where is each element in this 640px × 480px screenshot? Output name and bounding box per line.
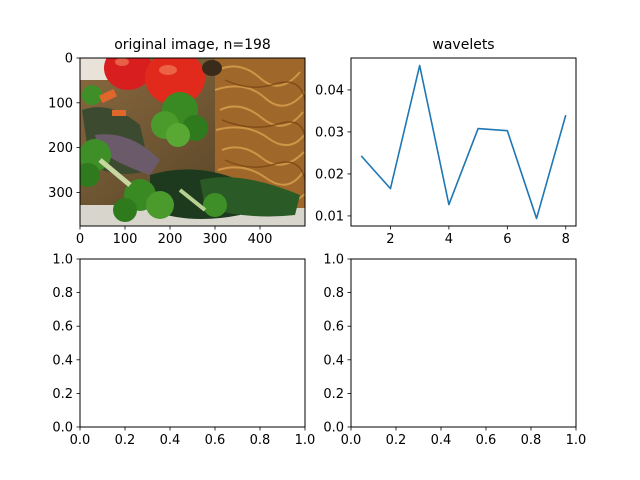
- y-tick-label: 0.03: [315, 125, 344, 140]
- x-tick-label: 0.2: [386, 433, 407, 448]
- y-tick-label: 1.0: [52, 253, 73, 268]
- y-tick-label: 0.8: [52, 286, 73, 301]
- y-tick-label: 200: [48, 141, 73, 156]
- image-panel-title: original image, n=198: [114, 37, 271, 53]
- x-tick-label: 1.0: [295, 433, 316, 448]
- empty-panel-bottom-left-ticks: 0.0 0.2 0.4 0.6 0.8 1.00.00.20.40.60.81.0: [52, 253, 315, 449]
- empty-panel-bottom-right: 0.0 0.2 0.4 0.6 0.8 1.00.00.20.40.60.81.0: [323, 253, 586, 449]
- x-tick-label: 4: [445, 232, 453, 247]
- y-tick-label: 0: [65, 52, 73, 67]
- y-tick-label: 0.01: [315, 209, 344, 224]
- wavelets-panel-title: wavelets: [432, 37, 494, 53]
- x-tick-label: 400: [248, 232, 273, 247]
- empty-panel-bottom-right-ticks: 0.0 0.2 0.4 0.6 0.8 1.00.00.20.40.60.81.0: [323, 253, 586, 449]
- food-photo: [76, 46, 305, 226]
- x-tick-label: 300: [203, 232, 228, 247]
- y-tick-label: 100: [48, 96, 73, 111]
- x-tick-label: 0.2: [115, 433, 136, 448]
- y-tick-label: 300: [48, 186, 73, 201]
- y-tick-label: 0.6: [323, 320, 344, 335]
- x-tick-label: 0.8: [521, 433, 542, 448]
- y-tick-label: 0.4: [52, 353, 73, 368]
- x-tick-label: 0.6: [205, 433, 226, 448]
- x-tick-label: 8: [562, 232, 570, 247]
- y-tick-label: 0.04: [315, 83, 344, 98]
- wavelets-panel: wavelets 2 4 6 8 0.01 0.02 0.03 0.04: [315, 37, 576, 247]
- y-tick-label: 0.8: [323, 286, 344, 301]
- wavelets-line: [361, 66, 566, 219]
- y-tick-label: 0.6: [52, 320, 73, 335]
- x-tick-label: 100: [113, 232, 138, 247]
- x-tick-label: 2: [386, 232, 394, 247]
- x-tick-label: 6: [503, 232, 511, 247]
- wavelets-panel-ticks: 2 4 6 8 0.01 0.02 0.03 0.04: [315, 83, 570, 247]
- wavelets-series: [361, 66, 566, 219]
- y-tick-label: 0.2: [52, 387, 73, 402]
- x-tick-label: 0.6: [476, 433, 497, 448]
- x-tick-label: 0.4: [431, 433, 452, 448]
- x-tick-label: 0.8: [250, 433, 271, 448]
- image-panel: original image, n=198: [48, 37, 305, 247]
- y-tick-label: 0.4: [323, 353, 344, 368]
- x-tick-label: 0.4: [160, 433, 181, 448]
- y-tick-label: 0.0: [323, 421, 344, 436]
- y-tick-label: 1.0: [323, 253, 344, 268]
- y-tick-label: 0.02: [315, 167, 344, 182]
- empty-panel-bottom-left: 0.0 0.2 0.4 0.6 0.8 1.00.00.20.40.60.81.0: [52, 253, 315, 449]
- x-tick-label: 1.0: [566, 433, 587, 448]
- empty-panel-bottom-left-frame: [80, 259, 305, 427]
- x-tick-label: 200: [158, 232, 183, 247]
- y-tick-label: 0.2: [323, 387, 344, 402]
- x-tick-label: 0: [76, 232, 84, 247]
- y-tick-label: 0.0: [52, 421, 73, 436]
- empty-panel-bottom-right-frame: [351, 259, 576, 427]
